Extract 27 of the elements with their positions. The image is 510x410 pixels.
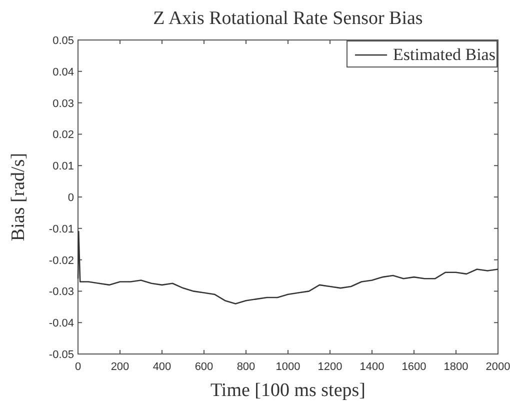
x-tick-label: 1400 (360, 361, 384, 373)
x-tick-label: 0 (74, 361, 82, 373)
legend-label: Estimated Bias (393, 45, 496, 64)
y-tick-label: -0.02 (48, 254, 74, 267)
y-tick-label: -0.05 (48, 349, 74, 361)
y-tick-label: 0.04 (52, 66, 74, 78)
x-tick-label: 200 (110, 361, 130, 373)
x-tick-label: 1000 (276, 361, 300, 373)
y-tick-label: -0.01 (48, 223, 74, 236)
y-tick-label: -0.03 (48, 286, 74, 298)
x-tick-label: 400 (152, 361, 172, 373)
y-tick-label: -0.04 (48, 318, 74, 330)
x-tick-label: 1600 (402, 361, 426, 373)
y-tick-label: 0.05 (52, 35, 74, 47)
x-tick-label: 1200 (318, 361, 342, 373)
x-tick-label: 2000 (486, 361, 510, 373)
y-tick-label: 0 (68, 192, 74, 204)
x-tick-label: 800 (236, 361, 256, 373)
x-tick-label: 600 (194, 361, 214, 373)
x-tick-label: 1800 (444, 361, 468, 373)
y-tick-label: 0.01 (52, 160, 74, 173)
y-tick-label: 0.02 (52, 129, 74, 142)
y-axis-title: Bias [rad/s] (8, 152, 29, 242)
x-axis-title: Time [100 ms steps] (210, 380, 366, 401)
line-series (77, 230, 499, 304)
y-tick-label: 0.03 (52, 98, 74, 110)
chart-title: Z Axis Rotational Rate Sensor Bias (153, 8, 423, 29)
